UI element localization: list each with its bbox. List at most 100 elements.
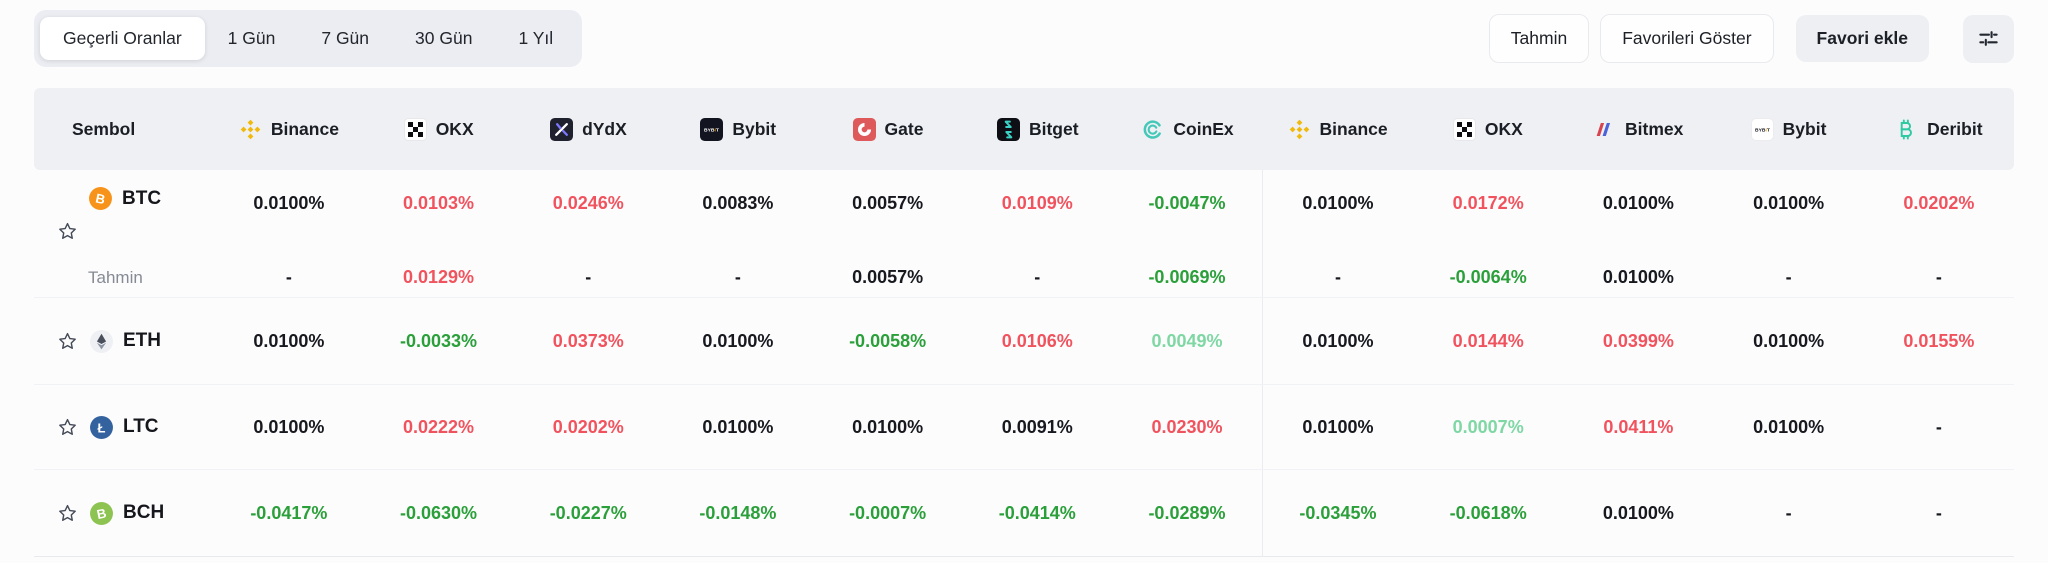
tab-30-gun[interactable]: 30 Gün [392, 17, 495, 60]
tab-gecerli-oranlar[interactable]: Geçerli Oranlar [40, 17, 205, 60]
header-exchange-group-2: Binance OKX Bitmex BYBIT Bybit Deribit [1262, 88, 2014, 170]
symbol-line: ETH [34, 298, 214, 384]
column-header-coinex-1[interactable]: CoinEx [1113, 118, 1263, 141]
eth-coin-icon [89, 329, 114, 354]
rate-cell: 0.0100% [253, 192, 325, 213]
rate-cell: 0.0109% [1001, 192, 1073, 213]
ticker-label: BCH [123, 502, 165, 523]
rate-cell: 0.0100% [1602, 502, 1674, 523]
rate-group-1: 0.0100% 0.0103% 0.0246% 0.0083% 0.0057% 0.010… [214, 170, 1262, 258]
rate-cell: 0.0083% [702, 192, 774, 213]
column-header-bybit-2[interactable]: BYBIT Bybit [1713, 117, 1863, 141]
symbol-cell-btc: B BTC [34, 170, 214, 258]
rate-cell: 0.0100% [1302, 192, 1374, 213]
rate-group-2: 0.0100% 0.0172% 0.0100% 0.0100% 0.0202% [1261, 170, 2014, 258]
column-header-label: Bybit [732, 118, 777, 139]
binance-logo-icon [239, 118, 262, 141]
rate-cell: 0.0399% [1602, 330, 1674, 351]
rate-cell: 0.0100% [253, 330, 325, 351]
rate-cell: 0.0091% [1001, 416, 1073, 437]
column-header-dydx-1[interactable]: dYdX [514, 117, 664, 141]
rate-cell: - [1034, 267, 1041, 287]
svg-text:BYBIT: BYBIT [1755, 127, 1770, 133]
rate-cell: 0.0144% [1452, 330, 1524, 351]
dydx-logo-icon [550, 117, 574, 141]
rate-cell: - [1935, 416, 1942, 437]
rate-group-1: 0.0100% -0.0033% 0.0373% 0.0100% -0.0058% 0.0… [214, 298, 1262, 384]
table-header: Sembol Binance OKX dYdX BYBIT Bybit Gate Bitge… [34, 88, 2014, 170]
column-header-bitget-1[interactable]: Bitget [963, 117, 1113, 141]
rate-cell: - [1785, 267, 1792, 287]
rate-cell: -0.0630% [400, 502, 478, 523]
rate-cell: 0.0100% [1302, 416, 1374, 437]
rate-cell: - [1785, 502, 1792, 523]
table-row-eth: ETH 0.0100% -0.0033% 0.0373% 0.0100% -0.0058%… [34, 298, 2014, 385]
filter-settings-button[interactable] [1963, 14, 2014, 63]
table-body: B BTC 0.0100% 0.0103% 0.0246% 0.0083% 0.0057% 0… [34, 170, 2014, 557]
coinex-logo-icon [1141, 118, 1164, 141]
tahmin-button[interactable]: Tahmin [1488, 14, 1590, 63]
symbol-cell-eth: ETH [34, 298, 214, 384]
symbol-cell-bch: B BCH [34, 470, 214, 556]
rate-cell: -0.0064% [1449, 267, 1527, 287]
rate-cell: 0.0202% [1903, 192, 1975, 213]
column-header-binance-1[interactable]: Binance [214, 118, 364, 141]
favorite-star-icon[interactable] [56, 220, 79, 243]
rate-group-1: -0.0417% -0.0630% -0.0227% -0.0148% -0.0007%… [214, 470, 1262, 556]
deribit-logo-icon [1895, 118, 1918, 141]
rate-cell: -0.0227% [549, 502, 627, 523]
column-header-label: OKX [1484, 118, 1523, 139]
tab-1-gun[interactable]: 1 Gün [205, 17, 299, 60]
rate-cell: 0.0246% [552, 192, 624, 213]
rate-cell: -0.0047% [1148, 192, 1226, 213]
rate-group-2: - -0.0064% 0.0100% - - [1261, 258, 2014, 297]
symbol-column-header: Sembol [72, 118, 136, 139]
column-header-label: Gate [884, 118, 924, 139]
rate-cell: -0.0058% [849, 330, 927, 351]
ticker-label: LTC [123, 416, 159, 437]
rate-cell: 0.0100% [1302, 330, 1374, 351]
column-header-deribit-2[interactable]: Deribit [1864, 118, 2014, 141]
favorileri-goster-button[interactable]: Favorileri Göster [1600, 14, 1774, 63]
symbol-cell-ltc: Ł LTC [34, 385, 214, 469]
rate-cell: -0.0289% [1148, 502, 1226, 523]
bitmex-logo-icon [1593, 118, 1616, 141]
favori-ekle-button[interactable]: Favori ekle [1795, 15, 1929, 62]
bch-coin-icon: B [89, 501, 114, 526]
rate-cell: 0.0411% [1603, 416, 1674, 437]
rate-cell: -0.0618% [1449, 502, 1527, 523]
rate-cell: - [734, 267, 741, 287]
rate-cell: -0.0007% [849, 502, 927, 523]
column-header-label: Deribit [1927, 118, 1983, 139]
column-header-label: Bitmex [1625, 118, 1684, 139]
funding-rates-table: Sembol Binance OKX dYdX BYBIT Bybit Gate Bitge… [34, 88, 2014, 557]
rate-cell: 0.0106% [1001, 330, 1073, 351]
rate-cell: -0.0033% [400, 330, 478, 351]
favorite-star-icon[interactable] [56, 330, 79, 353]
column-header-label: Binance [270, 118, 339, 139]
rate-group-2: 0.0100% 0.0007% 0.0411% 0.0100% - [1261, 385, 2014, 469]
column-header-binance-2[interactable]: Binance [1262, 118, 1412, 141]
bitget-logo-icon [996, 117, 1020, 141]
rate-cell: 0.0057% [852, 192, 924, 213]
rate-cell: 0.0100% [1753, 330, 1825, 351]
favorite-star-icon[interactable] [56, 502, 79, 525]
tahmin-row-label: Tahmin [88, 267, 143, 287]
rate-cell: -0.0148% [699, 502, 777, 523]
column-header-gate-1[interactable]: Gate [813, 117, 963, 141]
svg-text:Ł: Ł [98, 420, 106, 435]
column-header-label: OKX [435, 118, 474, 139]
column-header-bitmex-2[interactable]: Bitmex [1563, 118, 1713, 141]
tab-1-yil[interactable]: 1 Yıl [495, 17, 576, 60]
column-header-label: dYdX [582, 118, 627, 139]
tab-7-gun[interactable]: 7 Gün [298, 17, 392, 60]
rate-cell: 0.0222% [403, 416, 475, 437]
column-header-okx-1[interactable]: OKX [364, 117, 514, 141]
column-header-bybit-1[interactable]: BYBIT Bybit [663, 117, 813, 141]
table-row-bch: B BCH -0.0417% -0.0630% -0.0227% -0.0148% -0.0… [34, 470, 2014, 557]
ltc-coin-icon: Ł [89, 415, 114, 440]
bybit-logo-icon: BYBIT [700, 117, 724, 141]
column-header-okx-2[interactable]: OKX [1413, 117, 1563, 141]
table-row-btc: B BTC 0.0100% 0.0103% 0.0246% 0.0083% 0.0057% 0… [34, 170, 2014, 258]
favorite-star-icon[interactable] [56, 416, 79, 439]
